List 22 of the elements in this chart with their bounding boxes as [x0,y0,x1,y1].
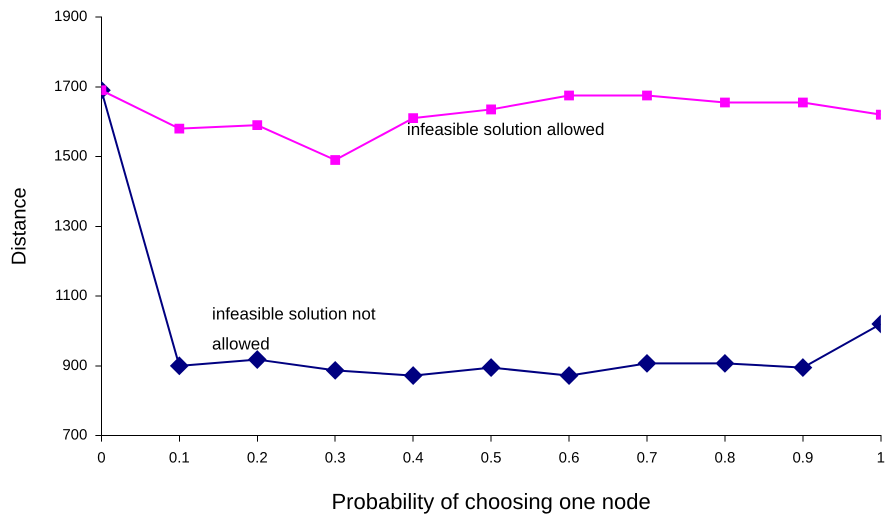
series-label: infeasible solution not allowed [212,304,376,354]
y-tick-label: 1700 [54,78,88,95]
y-tick-label: 700 [62,426,88,444]
x-tick-label: 0.2 [246,450,268,467]
x-tick-label: 0.5 [480,450,502,467]
x-tick-label: 0.1 [168,450,190,467]
y-axis-title: Distance [8,187,31,266]
x-tick-label: 0 [97,450,106,467]
x-tick-label: 0.4 [402,450,424,467]
x-tick-label: 0.7 [636,450,658,467]
y-tick-label: 900 [62,356,88,374]
series-label: infeasible solution allowed [406,120,604,139]
x-tick-label: 0.6 [558,450,580,467]
y-tick-label: 1300 [54,217,88,234]
x-tick-label: 0.8 [714,450,736,467]
y-tick-label: 1900 [54,8,88,26]
x-tick-label: 1 [876,450,885,467]
y-tick-label: 1500 [54,148,88,165]
x-tick-label: 0.9 [792,450,814,467]
x-tick-label: 0.3 [324,450,346,467]
y-tick-label: 1100 [55,287,88,304]
x-axis-title: Probability of choosing one node [331,488,651,514]
